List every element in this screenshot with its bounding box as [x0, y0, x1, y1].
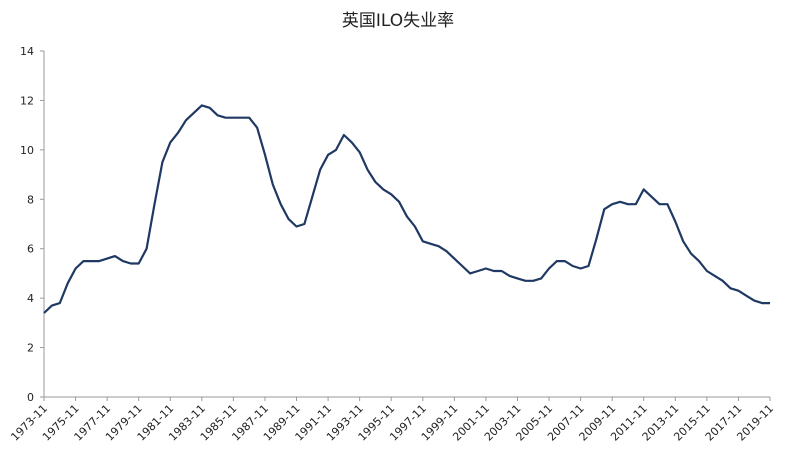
- chart-title: 英国ILO失业率: [342, 11, 454, 31]
- y-tick-label: 12: [20, 94, 34, 107]
- y-tick-label: 2: [27, 342, 34, 355]
- line: [43, 104, 770, 314]
- y-tick-label: 10: [20, 144, 34, 157]
- y-tick-label: 6: [27, 243, 34, 256]
- y-tick-label: 8: [27, 193, 34, 206]
- y-tick-label: 14: [20, 45, 34, 58]
- y-tick-label: 4: [27, 292, 34, 305]
- y-tick-label: 0: [27, 391, 34, 404]
